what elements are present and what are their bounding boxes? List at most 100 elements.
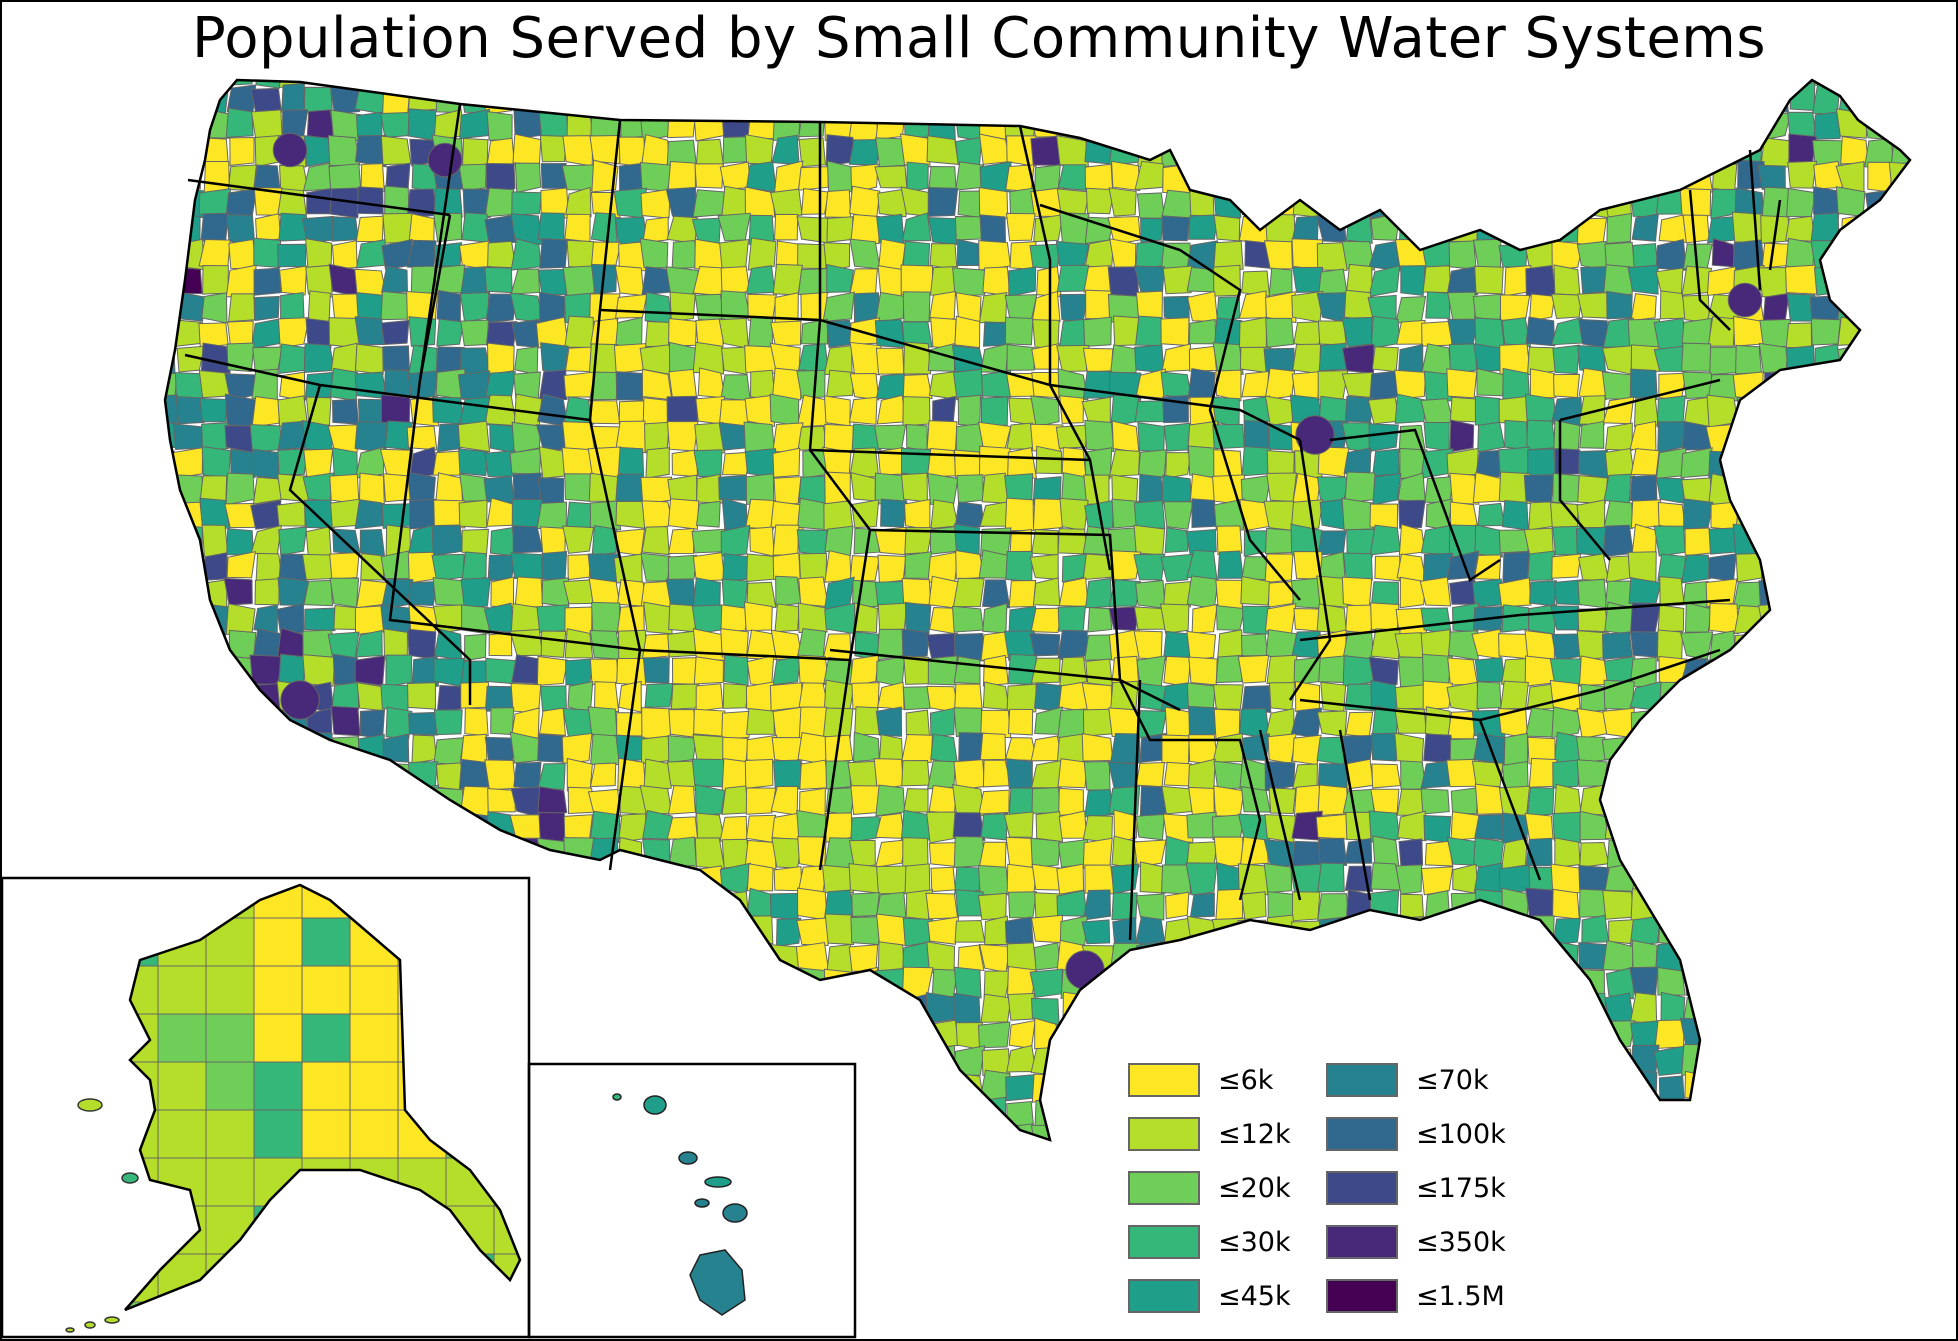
- county-cell: [1737, 1098, 1765, 1126]
- county-cell: [1576, 139, 1607, 165]
- county-cell: [798, 576, 829, 608]
- county-cell: [772, 1018, 801, 1049]
- county-cell: [1474, 160, 1502, 191]
- county-cell: [1110, 1021, 1141, 1050]
- county-cell: [1138, 474, 1164, 505]
- county-cell: [1057, 1099, 1086, 1127]
- county-cell: [1008, 266, 1037, 297]
- county-cell: [1683, 685, 1712, 714]
- county-cell: [255, 811, 284, 843]
- county-cell: [1629, 816, 1658, 842]
- county-cell: [1603, 86, 1635, 116]
- county-cell: [1213, 240, 1244, 270]
- county-cell: [1784, 581, 1817, 610]
- county-cell: [1890, 290, 1910, 324]
- county-cell: [877, 188, 908, 218]
- county-cell: [436, 289, 461, 324]
- borough-cell: [125, 917, 159, 967]
- county-cell: [253, 237, 282, 269]
- county-cell: [1133, 265, 1165, 293]
- county-cell: [1915, 813, 1944, 843]
- county-cell: [540, 915, 570, 947]
- county-cell: [904, 601, 932, 635]
- county-cell: [1164, 996, 1190, 1025]
- county-cell: [1889, 913, 1910, 947]
- county-cell: [1839, 966, 1868, 997]
- county-cell: [225, 810, 256, 842]
- county-cell: [165, 238, 180, 272]
- borough-cell: [205, 1157, 255, 1207]
- county-cell: [354, 499, 384, 530]
- county-cell: [1187, 1019, 1217, 1052]
- county-cell: [1161, 785, 1193, 815]
- county-cell: [1420, 788, 1450, 815]
- county-cell: [201, 445, 232, 479]
- county-cell: [980, 812, 1009, 841]
- borough-cell: [349, 1109, 399, 1159]
- county-cell: [165, 580, 179, 609]
- county-cell: [277, 243, 307, 268]
- county-cell: [1030, 837, 1061, 869]
- county-cell: [1809, 1070, 1842, 1102]
- county-cell: [1657, 421, 1685, 454]
- county-cell: [847, 87, 880, 116]
- county-cell: [1732, 523, 1763, 557]
- county-cell: [354, 889, 387, 921]
- county-cell: [849, 654, 880, 687]
- county-cell: [1580, 683, 1608, 714]
- county-cell: [1004, 916, 1035, 947]
- county-cell: [176, 787, 205, 817]
- county-cell: [1840, 135, 1869, 165]
- county-cell: [1006, 135, 1037, 168]
- county-cell: [693, 449, 723, 478]
- county-cell: [1421, 1019, 1453, 1049]
- county-cell: [875, 706, 903, 737]
- county-cell: [615, 500, 648, 529]
- county-cell: [1239, 707, 1270, 740]
- county-cell: [1524, 186, 1556, 219]
- county-cell: [876, 1096, 908, 1129]
- county-cell: [1915, 82, 1945, 110]
- county-cell: [1396, 110, 1426, 142]
- county-cell: [1032, 1150, 1062, 1181]
- county-cell: [639, 237, 669, 269]
- county-cell: [409, 498, 437, 530]
- county-cell: [874, 1048, 908, 1075]
- county-cell: [1811, 915, 1841, 944]
- county-cell: [720, 604, 749, 634]
- county-cell: [225, 603, 256, 635]
- county-cell: [459, 108, 491, 140]
- county-cell: [253, 164, 281, 190]
- county-cell: [1449, 396, 1479, 423]
- county-cell: [1918, 166, 1945, 193]
- county-cell: [1811, 785, 1844, 815]
- county-cell: [1242, 1023, 1268, 1049]
- county-cell: [771, 812, 802, 841]
- county-cell: [1161, 941, 1194, 973]
- county-cell: [1006, 863, 1037, 895]
- county-cell: [1529, 580, 1558, 607]
- county-cell: [383, 890, 409, 921]
- county-cell: [463, 967, 489, 999]
- county-cell: [1343, 965, 1372, 1000]
- county-cell: [1188, 318, 1217, 345]
- county-cell: [724, 1072, 749, 1100]
- county-cell: [1316, 603, 1347, 634]
- county-cell: [1318, 941, 1347, 971]
- county-cell: [165, 472, 177, 505]
- county-cell: [929, 707, 956, 738]
- county-cell: [458, 163, 487, 192]
- county-cell: [1839, 264, 1869, 293]
- county-cell: [459, 785, 491, 817]
- county-cell: [670, 683, 700, 710]
- county-cell: [1501, 1020, 1528, 1052]
- county-cell: [1344, 943, 1374, 971]
- county-cell: [165, 733, 177, 765]
- county-cell: [904, 498, 931, 531]
- county-cell: [823, 679, 855, 713]
- metro-county: [272, 132, 308, 168]
- county-cell: [1239, 757, 1270, 792]
- county-cell: [488, 916, 516, 947]
- county-cell: [1580, 266, 1608, 295]
- county-cell: [567, 1018, 595, 1052]
